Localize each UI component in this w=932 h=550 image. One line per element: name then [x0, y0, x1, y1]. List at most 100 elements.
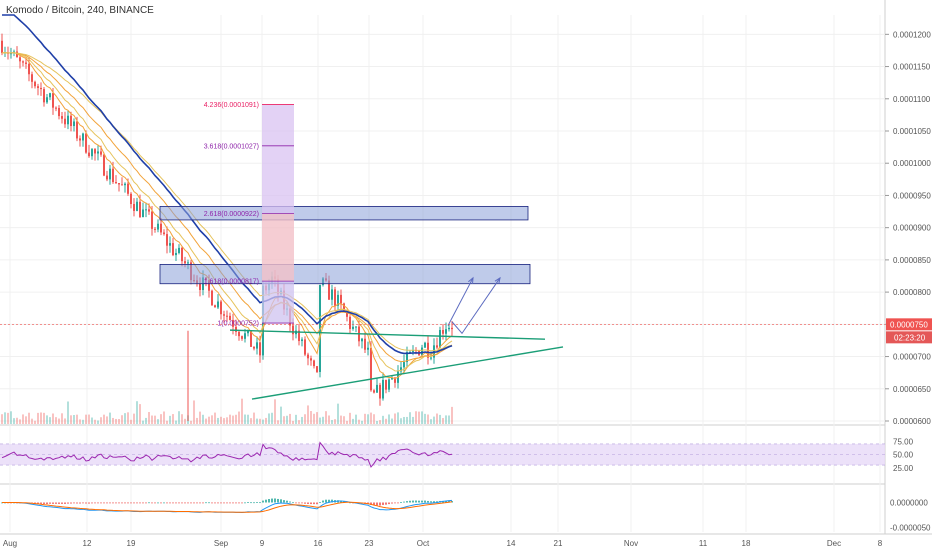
price-tick-label: 0.0000700 — [893, 353, 931, 362]
macd-histogram-bar — [268, 499, 270, 503]
rsi-tick-label: 25.00 — [893, 464, 914, 473]
volume-bar — [430, 419, 432, 424]
volume-bar — [424, 413, 426, 424]
candle-body — [19, 57, 21, 62]
macd-histogram-bar — [190, 502, 192, 504]
volume-bar — [322, 416, 324, 424]
candle-body — [178, 247, 180, 253]
macd-histogram-bar — [394, 502, 396, 504]
candle-body — [220, 301, 222, 315]
price-tick-label: 0.0000950 — [893, 191, 931, 200]
macd-histogram-bar — [154, 502, 156, 504]
candle-body — [373, 390, 375, 393]
candle-body — [247, 330, 249, 334]
candle-body — [301, 339, 303, 342]
macd-histogram-bar — [256, 502, 258, 503]
volume-bar — [421, 411, 423, 424]
macd-histogram-bar — [157, 502, 159, 504]
volume-bar — [238, 411, 240, 424]
volume-bar — [427, 414, 429, 424]
volume-bar — [145, 417, 147, 424]
volume-bar — [205, 418, 207, 424]
macd-histogram-bar — [325, 499, 327, 503]
volume-bar — [451, 406, 453, 424]
price-tick-label: 0.0000600 — [893, 417, 931, 426]
projection-arrow-1-head — [468, 276, 474, 284]
macd-histogram-bar — [310, 502, 312, 505]
macd-panel — [1, 498, 453, 514]
rsi-band — [0, 443, 885, 466]
macd-histogram-bar — [67, 502, 69, 504]
volume-bar — [40, 412, 42, 424]
macd-histogram-bar — [286, 500, 288, 503]
candle-body — [241, 336, 243, 339]
candle-body — [421, 347, 423, 356]
candle-body — [169, 243, 171, 246]
macd-histogram-bar — [241, 502, 243, 504]
countdown-tag — [886, 331, 932, 344]
volume-bar — [127, 412, 129, 424]
candle-body — [199, 283, 201, 291]
macd-histogram-bar — [208, 502, 210, 504]
macd-histogram-bar — [64, 502, 66, 504]
volume-bar — [88, 414, 90, 424]
macd-tick-label: -0.0000050 — [890, 524, 931, 533]
candle-body — [55, 107, 57, 109]
candle-body — [106, 175, 108, 180]
volume-bar — [373, 414, 375, 424]
candle-body — [148, 209, 150, 212]
price-axis[interactable]: 0.0001200 0.0001150 0.0001100 0.0001050 0.00… — [885, 30, 931, 533]
macd-histogram-bar — [193, 502, 195, 504]
volume-bar — [439, 414, 441, 424]
macd-histogram-bar — [115, 502, 117, 504]
candle-body — [439, 330, 441, 348]
candle-body — [133, 204, 135, 211]
candle-body — [166, 234, 168, 246]
candle-body — [298, 330, 300, 342]
volume-bar — [82, 419, 84, 424]
target-zone — [159, 205, 529, 221]
volume-bar — [175, 420, 177, 424]
macd-histogram-bar — [418, 500, 420, 503]
macd-histogram-bar — [106, 502, 108, 504]
volume-bar — [22, 414, 24, 424]
candle-body — [388, 379, 390, 390]
macd-histogram-bar — [427, 500, 429, 503]
volume-bar — [229, 414, 231, 424]
candle-body — [328, 280, 330, 300]
candle-body — [100, 151, 102, 155]
macd-histogram-bar — [391, 502, 393, 504]
macd-histogram-bar — [235, 502, 237, 504]
volume-bar — [133, 413, 135, 424]
macd-histogram-bar — [238, 502, 240, 504]
macd-histogram-bar — [211, 502, 213, 504]
macd-histogram-bar — [220, 502, 222, 504]
macd-signal-line — [2, 501, 453, 513]
candle-body — [46, 97, 48, 103]
macd-histogram-bar — [424, 500, 426, 503]
macd-histogram-bar — [43, 502, 45, 505]
macd-histogram-bar — [178, 502, 180, 504]
volume-bar — [382, 415, 384, 424]
volume-bar — [259, 418, 261, 424]
volume-bar — [310, 411, 312, 424]
macd-histogram-bar — [97, 502, 99, 504]
volume-bar — [241, 398, 243, 424]
time-axis[interactable]: Aug 12 19 Sep 9 16 23 Oct 14 21 Nov 11 18 Dec 8 — [3, 539, 883, 548]
volume-bar — [13, 418, 15, 424]
macd-histogram-bar — [403, 501, 405, 503]
macd-histogram-bar — [400, 502, 402, 503]
volume-bar — [118, 419, 120, 424]
macd-histogram-bar — [445, 500, 447, 503]
macd-histogram-bar — [436, 501, 438, 503]
macd-histogram-bar — [217, 502, 219, 504]
macd-histogram-bar — [163, 502, 165, 504]
volume-bar — [52, 413, 54, 424]
candle-body — [349, 316, 351, 329]
candle-body — [223, 314, 225, 316]
volume-bar — [223, 418, 225, 424]
volume-bar — [169, 415, 171, 424]
macd-histogram-bar — [265, 499, 267, 503]
volume-bar — [100, 417, 102, 424]
candle-body — [304, 339, 306, 355]
